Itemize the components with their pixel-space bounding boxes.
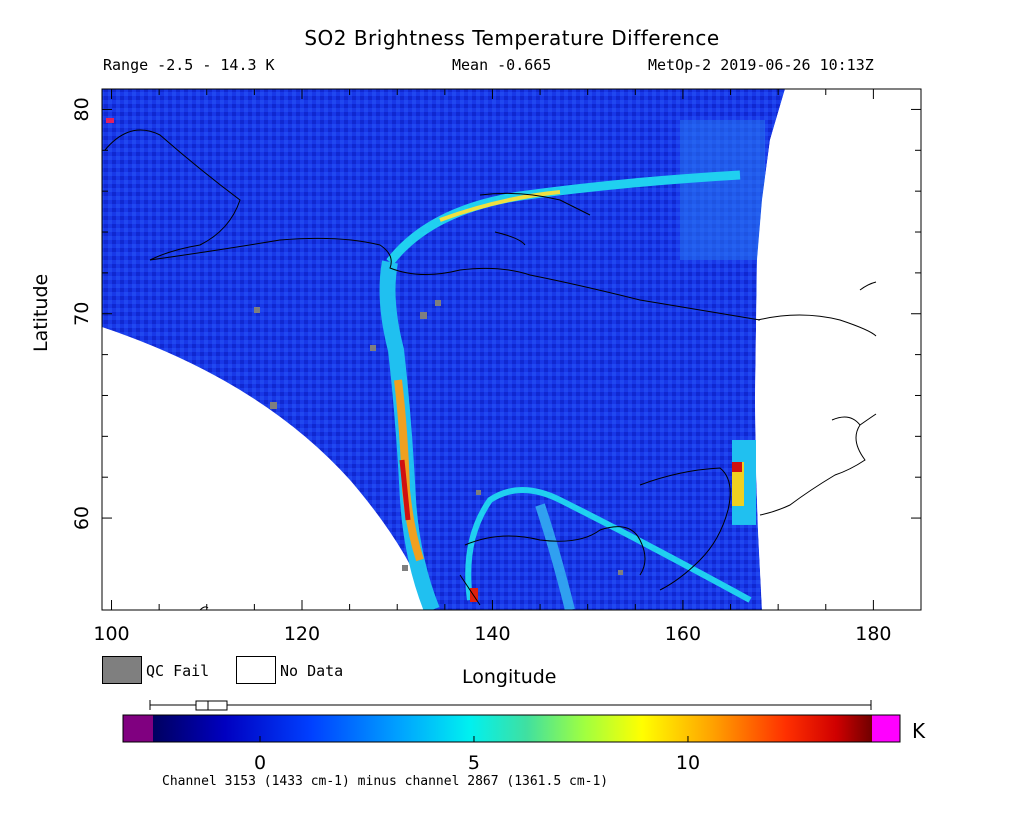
x-axis-label: Longitude [462, 666, 557, 688]
satellite-time-readout: MetOp-2 2019-06-26 10:13Z [648, 56, 874, 74]
x-tick-label: 140 [474, 623, 510, 645]
no-data-label: No Data [280, 662, 344, 680]
edge-plume-hot [732, 462, 744, 506]
colorbar-unit: K [912, 719, 926, 743]
colorbar-caption: Channel 3153 (1433 cm-1) minus channel 2… [162, 774, 609, 789]
colorbar-overflow [872, 715, 900, 742]
qc-fail-swatch [102, 656, 142, 684]
colorbar-tick-label: 10 [676, 752, 700, 774]
plume-arc-core [439, 190, 561, 222]
y-axis-label: Latitude [30, 273, 52, 352]
colorbar-gradient [153, 715, 872, 742]
qc-fail-pixels [254, 300, 623, 575]
no-data-swatch [236, 656, 276, 684]
plot-frame [101, 88, 922, 611]
y-tick-label: 60 [71, 506, 93, 530]
plume-column-core [399, 459, 411, 521]
colorbar-ticks: 0 5 10 [254, 736, 700, 774]
axis-tick-labels: 100 120 140 160 180 60 70 80 [71, 97, 892, 645]
coastlines [104, 129, 877, 610]
plume-hotspot-south [470, 588, 478, 602]
no-data-right [755, 89, 921, 610]
x-tick-label: 160 [665, 623, 701, 645]
x-tick-label: 120 [284, 623, 320, 645]
y-tick-label: 70 [71, 302, 93, 326]
no-data-left-arc [102, 327, 430, 610]
y-tick-label: 80 [71, 97, 93, 121]
arctic-hot-pixel [106, 118, 114, 123]
colorbar-underflow [123, 715, 153, 742]
data-field [102, 89, 921, 610]
colorbar-tick-label: 0 [254, 752, 266, 774]
swath-lighter-band [680, 120, 765, 260]
axis-ticks [102, 89, 922, 610]
colorbar-tick-label: 5 [468, 752, 480, 774]
x-tick-label: 100 [93, 623, 129, 645]
colorbar-boxplot [149, 700, 872, 711]
qc-fail-label: QC Fail [146, 662, 210, 680]
mean-readout: Mean -0.665 [452, 56, 552, 74]
plume-branch [535, 503, 575, 610]
x-tick-label: 180 [855, 623, 891, 645]
colorbar-frame [122, 714, 901, 743]
range-readout: Range -2.5 - 14.3 K [103, 56, 275, 74]
chart-title: SO2 Brightness Temperature Difference [304, 26, 720, 50]
edge-plume-core [732, 462, 742, 472]
